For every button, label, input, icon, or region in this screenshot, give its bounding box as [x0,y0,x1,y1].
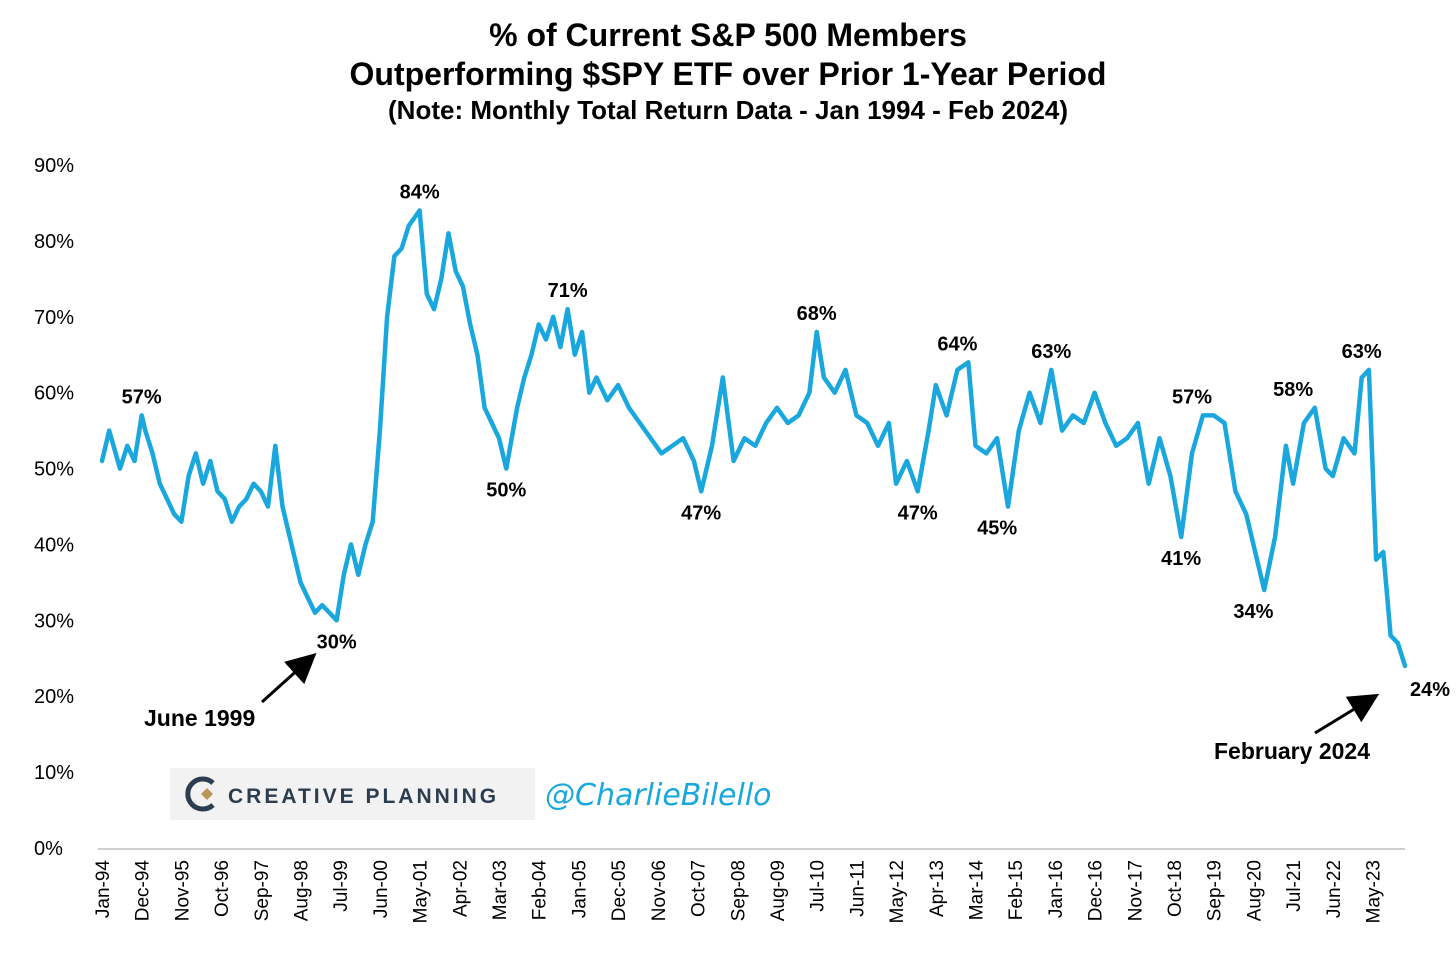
x-tick-label: Jan-16 [1046,860,1067,918]
callout-june-1999: June 1999 [144,705,255,731]
logo-background [170,768,535,820]
chart-title-block: % of Current S&P 500 Members Outperformi… [0,16,1456,126]
x-tick-label: May-01 [411,860,432,923]
x-tick-label: May-23 [1364,860,1385,923]
x-tick-label: Jul-99 [331,860,352,912]
y-axis: 0% 10% 20% 30% 40% 50% 60% 70% 80% 90% [34,155,74,860]
x-tick-label: Oct-07 [689,860,710,917]
x-tick-label: May-12 [887,860,908,923]
peak-trough-labels: 57% 30% 84% 50% 71% 47% 68% 47% 64% 45% 63% 41% 57% 3… [122,182,1451,701]
x-tick-label: Nov-17 [1125,860,1146,921]
y-tick-label: 0% [34,838,63,860]
y-tick-label: 60% [34,383,74,405]
data-label: 47% [681,502,721,524]
data-label: 63% [1342,341,1382,363]
x-tick-label: Nov-95 [172,860,193,921]
x-tick-label: Nov-06 [649,860,670,921]
x-tick-label: Aug-09 [768,860,789,921]
twitter-handle: @CharlieBilello [545,778,772,813]
data-label: 84% [400,182,440,204]
x-tick-label: Apr-13 [927,860,948,917]
creative-planning-logo-icon [185,776,215,812]
callout-february-2024: February 2024 [1214,738,1370,764]
x-tick-label: Dec-16 [1086,860,1107,921]
x-tick-label: Jan-94 [93,860,114,919]
x-tick-label: Apr-02 [450,860,471,917]
x-tick-label: Oct-18 [1165,860,1186,917]
y-tick-label: 50% [34,459,74,481]
x-tick-label: Jun-11 [847,860,868,917]
callouts: June 1999 February 2024 [144,652,1380,764]
chart-title-line-2: Outperforming $SPY ETF over Prior 1-Year… [349,56,1107,92]
branding-watermark: CREATIVE PLANNING @CharlieBilello [170,768,772,820]
y-tick-label: 40% [34,534,74,556]
logo-text: CREATIVE PLANNING [228,785,499,808]
series-line [99,208,1408,669]
data-label: 57% [1172,386,1212,408]
chart-subtitle: (Note: Monthly Total Return Data - Jan 1… [388,95,1068,125]
data-label: 47% [898,502,938,524]
x-tick-label: Jan-05 [569,860,590,918]
data-label: 50% [486,480,526,502]
data-label: 34% [1233,601,1273,623]
data-label: 68% [797,303,837,325]
x-tick-label: Oct-96 [212,860,233,917]
x-axis: Jan-94 Dec-94 Nov-95 Oct-96 Sep-97 Aug-98 Jul-… [93,848,1405,923]
data-label: 71% [548,280,588,302]
y-tick-label: 20% [34,686,74,708]
data-label: 24% [1410,679,1450,701]
callout-arrow-february-2024 [1314,693,1380,735]
data-label: 57% [122,386,162,408]
x-tick-label: Aug-98 [292,860,313,921]
x-tick-label: Sep-08 [728,860,749,921]
y-tick-label: 10% [34,762,74,784]
x-tick-label: Sep-97 [252,860,273,921]
x-tick-label: Jun-22 [1324,860,1345,918]
data-label: 41% [1161,548,1201,570]
chart-title-line-1: % of Current S&P 500 Members [489,17,967,53]
x-tick-label: Feb-15 [1006,860,1027,920]
x-tick-label: Jun-00 [371,860,392,918]
data-label: 30% [317,631,357,653]
data-label: 64% [937,333,977,355]
y-tick-label: 80% [34,231,74,253]
x-tick-label: Mar-03 [490,860,511,920]
x-tick-label: Jul-21 [1284,860,1305,912]
x-tick-label: Sep-19 [1205,860,1226,921]
x-tick-label: Aug-20 [1244,860,1265,921]
x-tick-label: Mar-14 [966,860,987,921]
y-tick-label: 70% [34,307,74,329]
y-tick-label: 30% [34,610,74,632]
data-label: 45% [977,518,1017,540]
x-tick-label: Feb-04 [530,860,551,921]
x-tick-label: Jul-10 [808,860,829,912]
data-label: 58% [1273,379,1313,401]
plot-area [99,208,1408,669]
x-tick-label: Dec-94 [133,860,154,922]
y-tick-label: 90% [34,155,74,177]
callout-arrow-june-1999 [260,652,317,704]
x-tick-label: Dec-05 [609,860,630,921]
data-label: 63% [1031,341,1071,363]
